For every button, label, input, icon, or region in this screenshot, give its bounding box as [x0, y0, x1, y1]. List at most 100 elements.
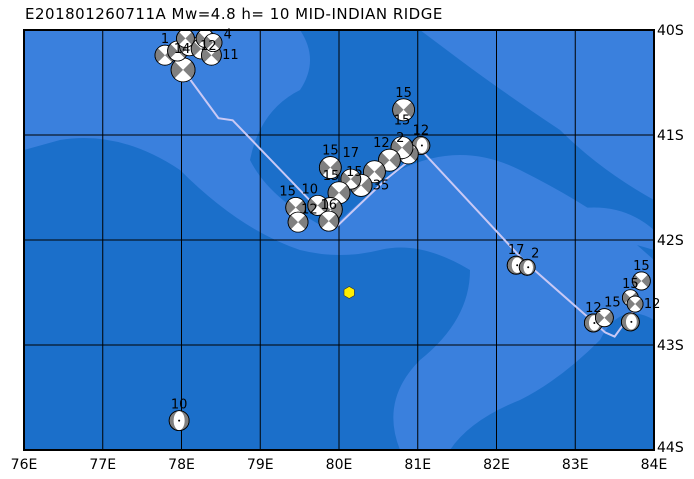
map-frame	[23, 29, 655, 451]
depth-label: 15	[279, 184, 296, 199]
depth-label: 15	[323, 169, 340, 184]
focal-mechanism-beachball[interactable]	[170, 57, 196, 83]
depth-label: 2	[531, 246, 539, 261]
dilatation-quadrant	[395, 98, 412, 121]
focal-mechanism-beachball[interactable]	[632, 271, 651, 291]
dilatation-quadrant	[635, 271, 648, 290]
beachball-outline	[340, 168, 362, 190]
lat-tick-label: 41S	[657, 128, 684, 144]
lon-tick-label: 83E	[562, 457, 589, 473]
beachball-outline	[620, 312, 640, 332]
depth-label: 10	[301, 182, 318, 197]
depth-label: 17	[508, 243, 525, 258]
t-axis-dot	[630, 320, 633, 323]
beachball-outline	[390, 136, 414, 160]
dilatation-quadrant	[179, 29, 192, 48]
depth-label: 17	[343, 146, 360, 161]
beachball-outline	[626, 295, 644, 313]
depth-label: 15	[395, 86, 412, 101]
focal-mechanism-beachball[interactable]	[307, 194, 329, 216]
lon-tick-label: 79E	[247, 457, 274, 473]
focal-mechanism-beachball[interactable]	[318, 156, 342, 179]
dilatation-quadrant	[174, 57, 192, 82]
epicenter-hexagon-icon[interactable]	[343, 286, 355, 299]
lat-tick-label: 44S	[657, 440, 684, 456]
dilatation-quadrant	[381, 149, 398, 172]
dilatation-quadrant	[206, 33, 220, 52]
depth-label: 35	[373, 178, 390, 193]
depth-label: 10	[171, 398, 188, 413]
dilatation-quadrant	[598, 308, 611, 327]
t-axis-dot	[593, 321, 596, 324]
focal-mechanism-beachball[interactable]	[518, 258, 536, 276]
lon-tick-label: 80E	[326, 457, 353, 473]
depth-label: 12	[413, 124, 430, 139]
beachball-outline	[518, 258, 536, 276]
shallow-area	[570, 207, 654, 250]
depth-label: 15	[622, 277, 639, 292]
axis-labels: 76E 77E 78E 79E 80E 81E 82E 83E 84E 40S 41S 42S 43S 4…	[11, 23, 684, 473]
depth-label: 11	[222, 48, 239, 63]
dilatation-quadrant	[321, 211, 336, 232]
focal-mechanism-beachball[interactable]	[176, 29, 195, 48]
dilatation-quadrant	[366, 160, 383, 183]
beachball-outline	[392, 98, 415, 122]
map-title: E201801260711A Mw=4.8 h= 10 MID-INDIAN R…	[25, 5, 443, 23]
beachball-outline	[363, 160, 386, 184]
t-axis-dot	[516, 264, 519, 267]
beachball-outline	[307, 194, 329, 216]
beachball-outline	[203, 33, 223, 52]
depth-label: 12	[644, 297, 661, 312]
focal-mechanism-beachball[interactable]	[203, 33, 223, 52]
beachball-outline	[318, 210, 340, 232]
lat-tick-label: 43S	[657, 338, 684, 354]
focal-mechanism-beachball[interactable]	[626, 295, 644, 313]
depth-label: 15	[633, 259, 650, 274]
beachball-outline	[318, 156, 342, 179]
depth-label: 15	[346, 165, 363, 180]
beachball-outline	[168, 410, 190, 432]
t-axis-dot	[178, 419, 181, 422]
lon-tick-label: 78E	[168, 457, 195, 473]
dilatation-quadrant	[290, 212, 306, 233]
depth-label: 1	[161, 32, 169, 47]
depth-label: 12	[585, 301, 602, 316]
depth-label: 4	[224, 27, 232, 42]
beachball-outline	[594, 308, 614, 328]
beachball-outline	[632, 271, 651, 291]
focal-mechanism-beachball[interactable]	[287, 211, 309, 233]
beachball-outline	[377, 148, 401, 172]
t-axis-dot	[527, 266, 530, 269]
event-layer	[154, 29, 651, 432]
focal-mechanism-beachball[interactable]	[594, 308, 614, 328]
depth-label: 12	[301, 203, 318, 218]
depth-label: 15	[394, 114, 411, 129]
focal-mechanism-beachball[interactable]	[168, 410, 190, 432]
lon-tick-label: 84E	[641, 457, 668, 473]
lat-tick-label: 42S	[657, 233, 684, 249]
ridge-line	[182, 69, 642, 338]
lon-tick-label: 77E	[89, 457, 116, 473]
depth-label: 15	[604, 296, 621, 311]
depth-label: 2	[396, 131, 404, 146]
dilatation-quadrant	[310, 195, 325, 216]
depth-label: 12	[200, 39, 217, 54]
dilatation-quadrant	[343, 169, 358, 190]
dilatation-quadrant	[322, 156, 339, 179]
focal-mechanism-beachball[interactable]	[620, 312, 640, 332]
depth-label: 16	[320, 198, 337, 213]
graticule	[24, 30, 654, 450]
lon-tick-label: 81E	[404, 457, 431, 473]
dilatation-quadrant	[629, 296, 641, 313]
shallow-area	[420, 30, 654, 200]
focal-mechanism-beachball[interactable]	[392, 98, 415, 122]
depth-label: 12	[373, 136, 390, 151]
beachball-outline	[287, 211, 309, 233]
focal-mechanism-beachball[interactable]	[318, 210, 340, 232]
lon-tick-label: 82E	[483, 457, 510, 473]
lon-tick-label: 76E	[11, 457, 38, 473]
t-axis-dot	[420, 144, 423, 147]
depth-label: 15	[322, 144, 339, 159]
